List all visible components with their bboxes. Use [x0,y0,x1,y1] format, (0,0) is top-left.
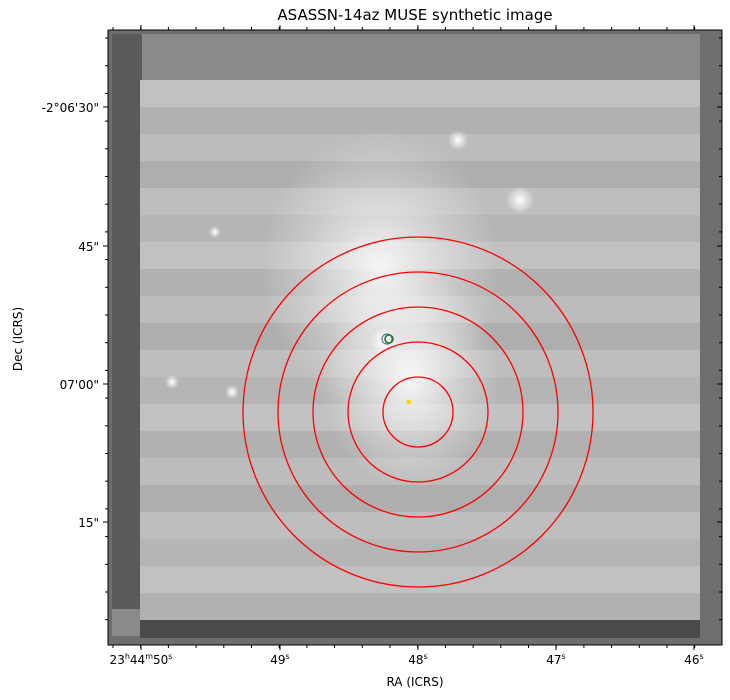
bright-source-2 [448,130,468,150]
y-tick-label: -2°06'30" [41,101,99,115]
y-tick-label: 15" [78,516,99,530]
aperture-circle-3 [312,306,524,518]
figure-title: ASASSN-14az MUSE synthetic image [277,6,553,24]
sn-position-marker [406,399,412,405]
aperture-circle-2 [347,341,489,483]
x-tick-label: 47s [546,652,566,667]
image-band [140,512,700,539]
host-marker-green [384,334,394,344]
galaxy-glow-lower [320,270,500,490]
synthetic-image [108,30,722,645]
bright-source [506,186,534,214]
left-noisy-strip [112,34,142,609]
aperture-circle-5 [242,236,594,588]
aperture-circle-1 [382,376,454,448]
host-nucleus [370,327,398,355]
bottom-noisy-strip [140,620,700,638]
x-tick-label: 46s [684,652,704,667]
axis-ticks [103,25,722,650]
faint-source-3 [209,226,221,238]
x-tick-label: 49s [270,652,290,667]
x-axis-label: RA (ICRS) [386,675,444,689]
y-axis-label: Dec (ICRS) [11,306,25,372]
faint-source [165,375,179,389]
image-band [140,593,700,620]
aperture-circles [242,236,594,588]
y-tick-label: 07'00" [59,378,99,392]
host-marker-blue [381,333,393,345]
image-band [140,485,700,512]
y-tick-label: 45" [78,240,99,254]
image-band [140,107,700,134]
faint-source-2 [225,385,239,399]
image-band [140,80,700,107]
image-band [140,566,700,593]
axes-frame [107,29,723,646]
x-tick-label: 23h44m50s [109,652,173,667]
aperture-circle-4 [277,271,559,553]
x-tick-label: 48s [408,652,428,667]
